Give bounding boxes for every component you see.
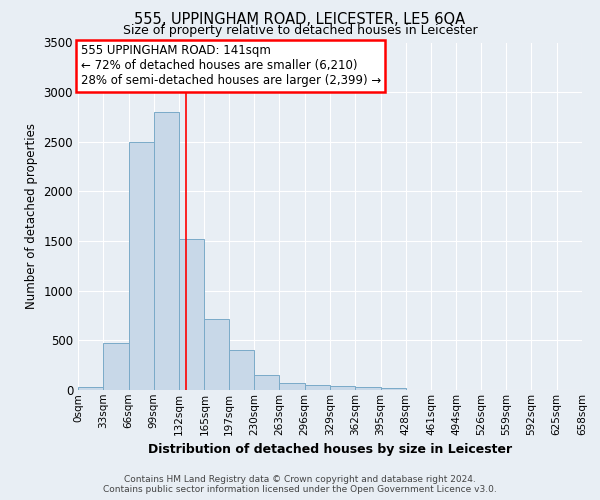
Bar	[205, 318, 229, 390]
Y-axis label: Number of detached properties: Number of detached properties	[25, 123, 38, 309]
Bar	[330, 386, 355, 390]
Bar	[280, 383, 305, 390]
Text: Contains HM Land Registry data © Crown copyright and database right 2024.
Contai: Contains HM Land Registry data © Crown c…	[103, 474, 497, 494]
Bar	[103, 344, 128, 390]
Bar	[154, 112, 179, 390]
Text: 555 UPPINGHAM ROAD: 141sqm
← 72% of detached houses are smaller (6,210)
28% of s: 555 UPPINGHAM ROAD: 141sqm ← 72% of deta…	[80, 44, 381, 87]
Bar	[179, 239, 205, 390]
Bar	[229, 350, 254, 390]
Bar	[128, 142, 154, 390]
Bar	[78, 387, 103, 390]
Bar	[355, 387, 380, 390]
Bar	[254, 375, 280, 390]
Text: 555, UPPINGHAM ROAD, LEICESTER, LE5 6QA: 555, UPPINGHAM ROAD, LEICESTER, LE5 6QA	[134, 12, 466, 28]
X-axis label: Distribution of detached houses by size in Leicester: Distribution of detached houses by size …	[148, 443, 512, 456]
Text: Size of property relative to detached houses in Leicester: Size of property relative to detached ho…	[122, 24, 478, 37]
Bar	[380, 388, 406, 390]
Bar	[305, 385, 330, 390]
